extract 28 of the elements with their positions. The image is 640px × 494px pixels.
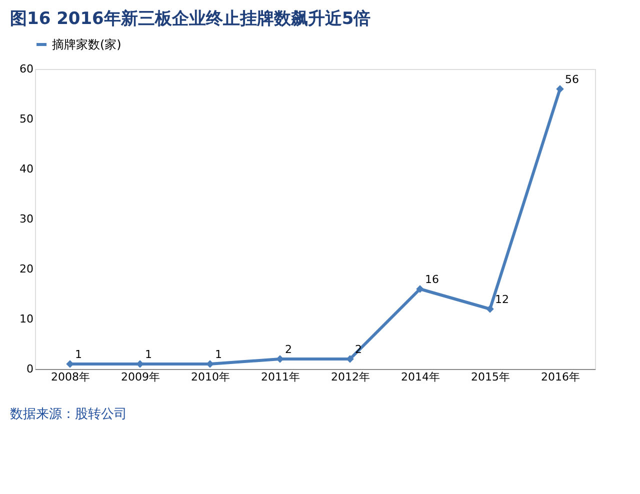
x-tick-label: 2014年: [401, 370, 440, 384]
data-label: 2: [285, 343, 292, 356]
y-tick-label: 10: [20, 312, 34, 326]
x-tick-label: 2012年: [331, 370, 370, 384]
legend-label: 摘牌家数(家): [52, 38, 122, 52]
y-tick-label: 30: [20, 212, 34, 226]
y-tick-label: 50: [20, 112, 34, 126]
x-tick-label: 2011年: [261, 370, 300, 384]
point: [416, 285, 424, 293]
point: [556, 85, 564, 93]
x-tick-label: 2009年: [121, 370, 160, 384]
y-tick-label: 40: [20, 162, 34, 176]
chart-title: 图16 2016年新三板企业终止挂牌数飙升近5倍: [10, 9, 371, 29]
data-label: 56: [565, 73, 579, 86]
data-label: 1: [75, 348, 82, 361]
data-label: 16: [425, 273, 439, 286]
point: [486, 305, 494, 313]
x-tick-label: 2016年: [541, 370, 580, 384]
data-label: 12: [495, 293, 509, 306]
source-note: 数据来源：股转公司: [10, 407, 127, 422]
data-label: 1: [145, 348, 152, 361]
x-tick-label: 2010年: [191, 370, 230, 384]
x-tick-label: 2008年: [51, 370, 90, 384]
data-label: 1: [215, 348, 222, 361]
y-tick-label: 20: [20, 262, 34, 276]
y-tick-label: 60: [20, 62, 34, 76]
x-tick-label: 2015年: [471, 370, 510, 384]
y-tick-label: 0: [26, 362, 34, 376]
